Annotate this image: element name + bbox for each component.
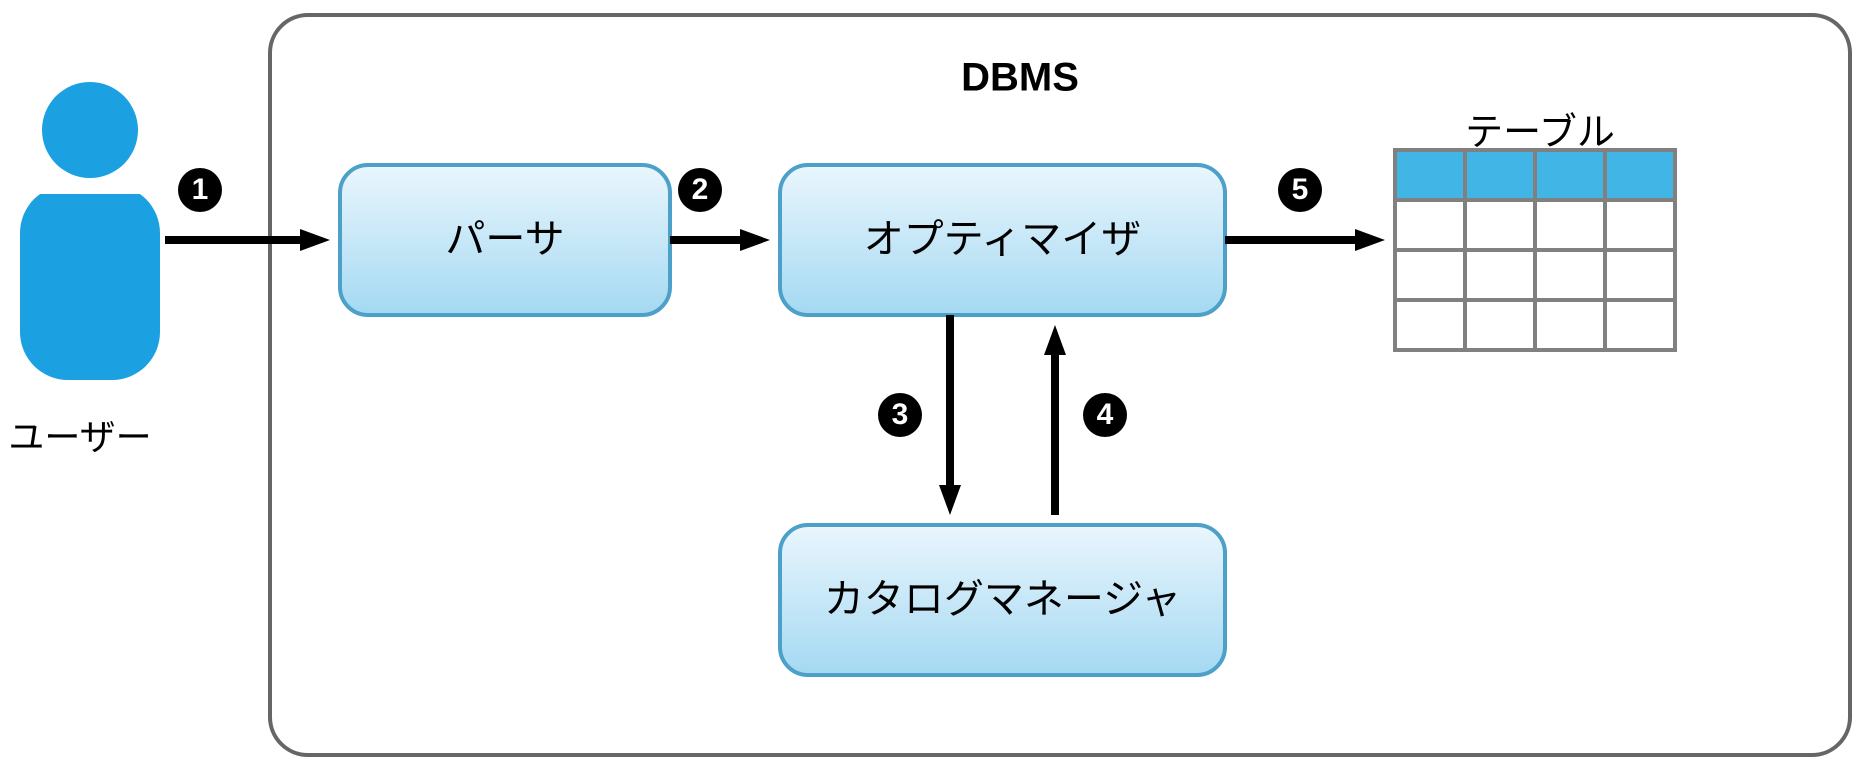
node-catalog-label: カタログマネージャ [824, 578, 1181, 622]
table-label: テーブル [1465, 112, 1615, 154]
table-cell [1465, 300, 1535, 350]
table-cell [1535, 150, 1605, 200]
table-cell [1535, 250, 1605, 300]
node-optimizer-label: オプティマイザ [864, 218, 1142, 262]
table-cell [1465, 200, 1535, 250]
table-icon [1395, 150, 1675, 350]
table-cell [1395, 300, 1465, 350]
table-cell [1395, 200, 1465, 250]
table-cell [1465, 150, 1535, 200]
step-badge-1-label: 1 [192, 173, 209, 206]
step-badge-3-label: 3 [892, 398, 909, 431]
arrow-4-head [1044, 325, 1066, 355]
table-cell [1395, 150, 1465, 200]
node-parser-label: パーサ [445, 218, 564, 262]
arrow-1-head [300, 229, 330, 251]
dbms-title: DBMS [961, 56, 1079, 100]
arrow-2-head [740, 229, 770, 251]
arrow-5-head [1355, 229, 1385, 251]
step-badge-5-label: 5 [1292, 173, 1309, 206]
user-icon-gap [15, 180, 165, 194]
table-cell [1535, 200, 1605, 250]
arrow-3-head [939, 485, 961, 515]
step-badge-4-label: 4 [1097, 398, 1114, 431]
diagram-svg: DBMS ユーザー パーサ オプティマイザカタログマネージャ テーブル 1 2 3 4 5 [0, 0, 1864, 768]
table-cell [1605, 300, 1675, 350]
table-cell [1605, 150, 1675, 200]
table-cell [1605, 200, 1675, 250]
table-cell [1535, 300, 1605, 350]
table-cell [1605, 250, 1675, 300]
user-label: ユーザー [8, 417, 151, 458]
user-icon-head [42, 82, 138, 178]
user-icon-body [20, 185, 160, 380]
diagram-canvas: DBMS ユーザー パーサ オプティマイザカタログマネージャ テーブル 1 2 3 4 5 [0, 0, 1864, 768]
table-cell [1395, 250, 1465, 300]
step-badge-2-label: 2 [692, 173, 709, 206]
table-cell [1465, 250, 1535, 300]
